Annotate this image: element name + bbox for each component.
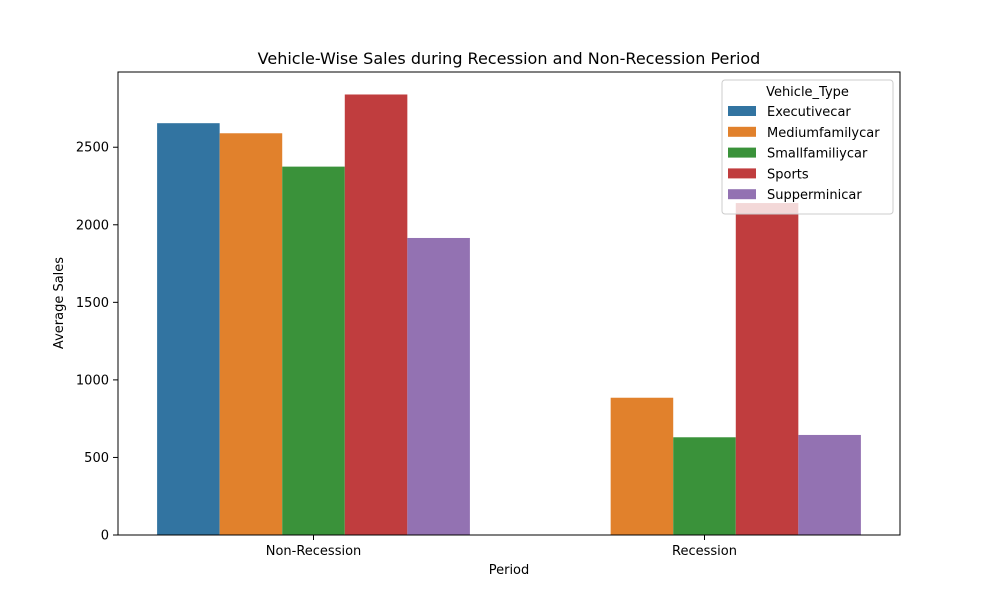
- x-axis-label: Period: [489, 563, 530, 578]
- y-tick-label: 1000: [76, 373, 109, 388]
- bar-sports-recession: [735, 203, 799, 535]
- legend-label: Sports: [767, 167, 809, 182]
- legend-title: Vehicle_Type: [766, 85, 849, 100]
- bar-smallfamiliycar-recession: [673, 437, 736, 535]
- y-axis-label: Average Sales: [52, 257, 67, 349]
- y-tick-label: 2000: [76, 218, 109, 233]
- x-tick-label: Recession: [672, 544, 737, 559]
- legend: Vehicle_Type Executivecar Mediumfamilycar S…: [721, 79, 894, 215]
- y-axis: 0 500 1000 1500 2000 2500: [76, 141, 118, 544]
- bar-mediumfamilycar-recession: [610, 397, 674, 535]
- bar-mediumfamilycar-non-recession: [219, 133, 283, 535]
- legend-box: [721, 79, 894, 215]
- bars-group: [157, 94, 861, 536]
- x-axis: Non-Recession Recession: [266, 535, 737, 559]
- x-tick-label: Non-Recession: [266, 544, 362, 559]
- legend-swatch: [728, 168, 756, 179]
- chart-title: Vehicle-Wise Sales during Recession and …: [258, 49, 761, 68]
- legend-swatch: [728, 106, 756, 116]
- legend-label: Smallfamiliycar: [767, 147, 868, 162]
- bar-supperminicar-recession: [798, 434, 861, 535]
- y-tick-label: 500: [84, 451, 109, 466]
- y-tick-label: 2500: [76, 141, 109, 156]
- y-tick-label: 1500: [76, 296, 109, 311]
- bar-sports-non-recession: [344, 94, 408, 536]
- legend-swatch: [728, 126, 756, 137]
- bar-smallfamiliycar-non-recession: [282, 166, 345, 535]
- legend-label: Supperminicar: [767, 188, 862, 203]
- legend-swatch: [728, 189, 756, 200]
- legend-label: Mediumfamilycar: [767, 126, 880, 141]
- y-tick-label: 0: [101, 529, 109, 544]
- bar-executivecar-non-recession: [157, 123, 220, 535]
- plot-frame: [117, 71, 901, 536]
- legend-label: Executivecar: [767, 105, 851, 120]
- legend-swatch: [728, 147, 756, 158]
- bar-supperminicar-non-recession: [407, 237, 470, 535]
